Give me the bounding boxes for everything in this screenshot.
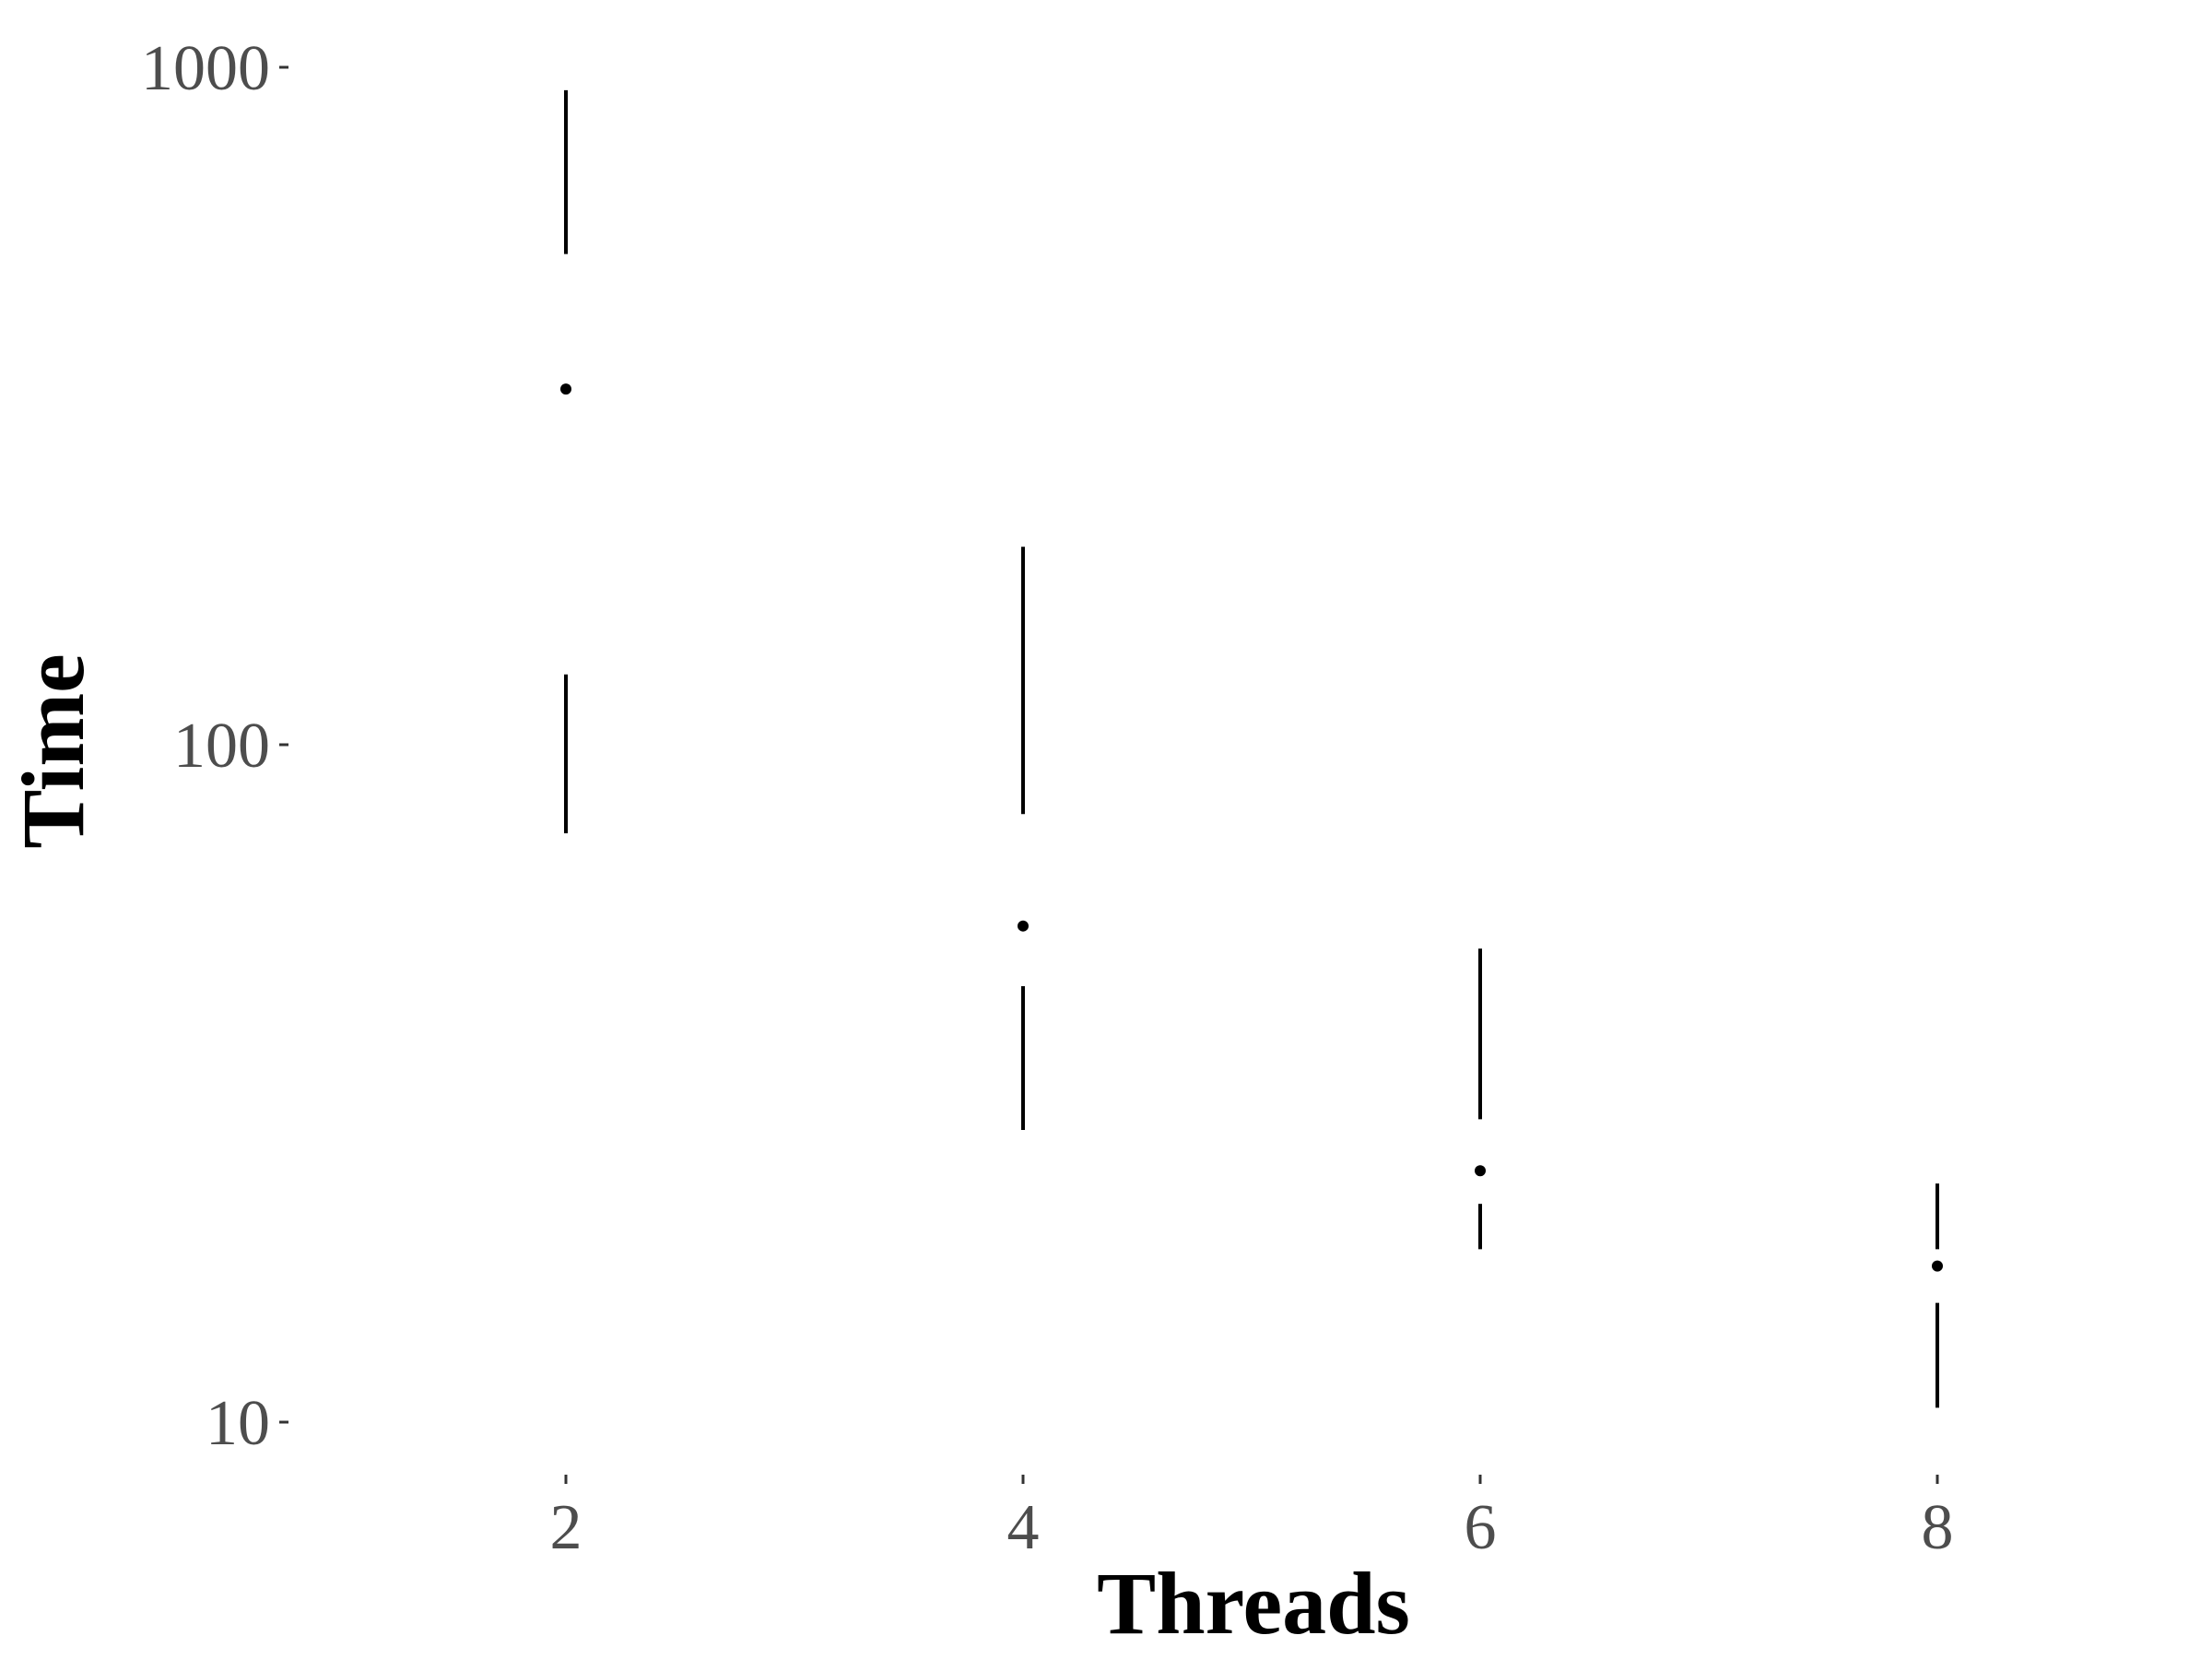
median-point-4 xyxy=(1018,920,1029,932)
median-point-8 xyxy=(1932,1260,1943,1272)
y-tick-label-1000: 1000 xyxy=(141,33,270,104)
median-point-2 xyxy=(560,383,571,395)
x-tick-label-6: 6 xyxy=(1465,1492,1497,1563)
x-tick-label-8: 8 xyxy=(1922,1492,1954,1563)
x-tick-label-2: 2 xyxy=(550,1492,582,1563)
x-tick-label-4: 4 xyxy=(1007,1492,1040,1563)
y-axis: 10 100 1000 xyxy=(141,33,288,1459)
median-point-6 xyxy=(1475,1165,1486,1177)
plot-marks xyxy=(560,89,1943,1408)
y-tick-label-10: 10 xyxy=(206,1388,270,1459)
y-tick-label-100: 100 xyxy=(173,711,270,782)
x-axis-title: Threads xyxy=(1097,1554,1410,1653)
x-axis: 2 4 6 8 xyxy=(550,1475,1954,1563)
y-axis-title: Time xyxy=(4,653,102,849)
